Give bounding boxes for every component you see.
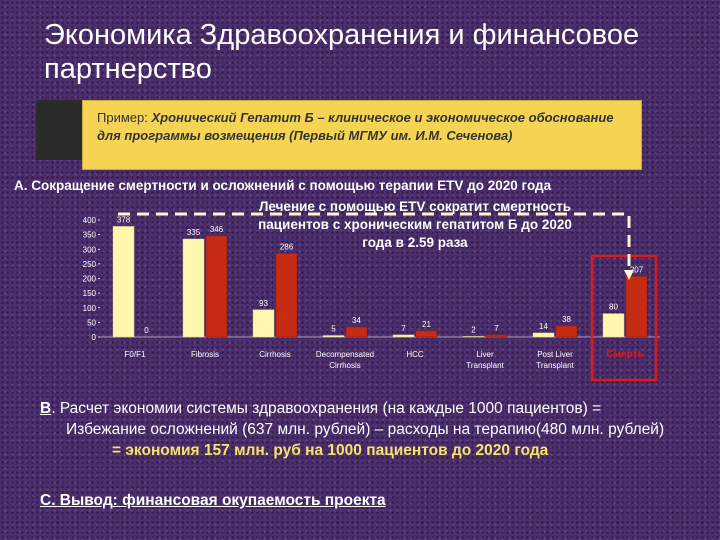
x-tick-label: Смерть: [606, 349, 643, 360]
section-b-letter: В: [40, 400, 52, 417]
example-box: Пример: Хронический Гепатит Б – клиничес…: [82, 100, 642, 170]
data-label: 7: [401, 324, 406, 333]
example-prefix: Пример:: [97, 110, 152, 125]
data-label: 286: [280, 242, 294, 251]
y-tick-label: 150: [83, 289, 97, 298]
highlight-box: [590, 254, 658, 382]
y-tick-label: 300: [83, 245, 97, 254]
bar-Post Liver Transplant-s2: [555, 325, 578, 338]
data-label: 80: [609, 303, 618, 312]
y-tick-label: 200: [83, 275, 97, 284]
data-label: 0: [144, 326, 149, 335]
x-tick-label: Post Liver: [537, 350, 573, 359]
data-label: 5: [331, 325, 336, 334]
section-c-prefix: С. Вывод: [40, 492, 113, 509]
y-tick-label: 350: [83, 231, 97, 240]
section-b-result: = экономия 157 млн. руб на 1000 пациенто…: [112, 442, 549, 459]
bar-Cirrhosis-s2: [275, 253, 298, 338]
x-tick-label: Cirrhosis: [259, 350, 291, 359]
section-b-line1: . Расчет экономии системы здравоохранени…: [51, 400, 602, 417]
bar-HCC-s2: [415, 330, 438, 338]
callout-arrowhead: [624, 270, 634, 280]
data-label: 2: [471, 325, 476, 334]
bar-Смерть-s1: [602, 313, 625, 338]
bar-Fibrosis-s2: [205, 235, 228, 338]
bar-Liver Transplant-s1: [462, 336, 485, 338]
example-text: Хронический Гепатит Б – клиническое и эк…: [97, 110, 614, 143]
data-label: 93: [259, 299, 268, 308]
bar-Смерть-s2: [625, 276, 648, 338]
bar-Post Liver Transplant-s1: [532, 332, 555, 338]
x-tick-label: Transplant: [536, 361, 574, 370]
section-b-line2: Избежание осложнений (637 млн. рублей) –…: [66, 421, 665, 438]
y-tick-label: 50: [87, 318, 96, 327]
y-tick-label: 100: [83, 304, 97, 313]
data-label: 335: [187, 228, 201, 237]
data-label: 378: [117, 215, 131, 224]
bar-Decompensated Cirrhosis-s1: [322, 335, 345, 338]
slide-title: Экономика Здравоохранения и финансовое п…: [44, 19, 640, 85]
data-label: 346: [210, 225, 224, 234]
section-a-heading: А. Сокращение смертности и осложнений с …: [14, 178, 552, 193]
data-label: 21: [422, 320, 431, 329]
bar-F0/F1-s1: [112, 226, 135, 338]
section-b: В. Расчет экономии системы здравоохранен…: [40, 398, 710, 461]
chart: 0 50 100 150 200 250 300 350 400 378 335 93 5 7 2 14 80 0…: [83, 212, 660, 382]
data-label: 38: [562, 315, 571, 324]
bar-HCC-s1: [392, 334, 415, 338]
section-c-text: : финансовая окупаемость проекта: [112, 492, 386, 509]
x-tick-label: HCC: [406, 350, 424, 359]
x-tick-label: Liver: [476, 350, 494, 359]
x-tick-label: Decompensated: [316, 350, 374, 359]
data-label: 7: [494, 324, 499, 333]
data-label: 207: [630, 265, 644, 274]
y-tick-label: 250: [83, 260, 97, 269]
bar-Fibrosis-s1: [182, 238, 205, 338]
data-label: 14: [539, 322, 548, 331]
box-shadow: [36, 100, 82, 160]
x-tick-label: Fibrosis: [191, 350, 219, 359]
data-label: 34: [352, 316, 361, 325]
y-tick-label: 0: [92, 333, 97, 342]
x-tick-label: F0/F1: [125, 350, 146, 359]
x-tick-label: Transplant: [466, 361, 504, 370]
y-tick-label: 400: [83, 216, 97, 225]
bar-Cirrhosis-s1: [252, 309, 275, 338]
section-c: С. Вывод: финансовая окупаемость проекта: [40, 492, 386, 510]
bar-Liver Transplant-s2: [485, 334, 508, 338]
x-tick-label: Cirrhosis: [329, 361, 361, 370]
bar-Decompensated Cirrhosis-s2: [345, 326, 368, 338]
chart-callout: Лечение с помощью ETV сократит смертност…: [258, 199, 572, 250]
